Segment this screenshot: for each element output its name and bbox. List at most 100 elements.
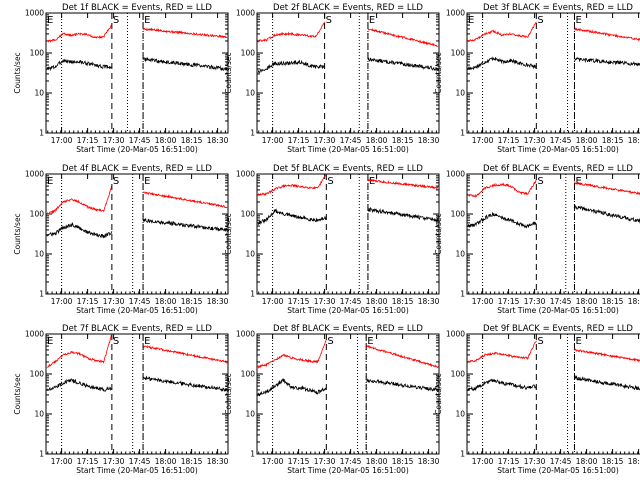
x-tick-label: 18:15 (392, 136, 414, 145)
y-tick-label: 100 (451, 370, 466, 379)
marker-label-s: S (326, 15, 332, 26)
x-tick-label: 18:00 (366, 457, 388, 466)
x-tick-label: 18:30 (628, 297, 640, 306)
marker-label-s: S (327, 336, 333, 347)
y-tick-label: 1000 (446, 330, 465, 339)
lld-series-line (257, 339, 327, 369)
x-tick-label: 17:15 (77, 457, 99, 466)
y-tick-label: 1 (250, 290, 255, 299)
y-tick-label: 10 (455, 89, 465, 98)
marker-label-e: E (144, 336, 150, 347)
lld-series-line (467, 340, 537, 363)
marker-label-e: E (144, 15, 150, 26)
x-tick-label: 17:45 (550, 297, 572, 306)
events-series-line (367, 57, 439, 72)
x-tick-label: 17:00 (51, 297, 73, 306)
x-tick-label: 18:30 (207, 457, 229, 466)
marker-label-s: S (537, 336, 543, 347)
plot-frame (466, 333, 640, 455)
panel-1: Det 1f BLACK = Events, RED = LLD 1 10 100 10… (13, 3, 229, 154)
x-tick-label: 17:00 (472, 457, 494, 466)
panel-title: Det 1f BLACK = Events, RED = LLD (62, 3, 212, 13)
x-tick-label: 17:15 (288, 136, 310, 145)
marker-label-e: E (369, 15, 375, 26)
x-tick-label: 18:30 (418, 297, 440, 306)
x-tick-label: 18:00 (576, 136, 598, 145)
y-axis-label: Counts/sec (13, 52, 22, 93)
events-series-line (467, 211, 537, 229)
x-tick-label: 17:30 (524, 297, 546, 306)
y-tick-label: 100 (241, 370, 256, 379)
x-tick-label: 18:15 (181, 457, 203, 466)
marker-label-e: E (144, 176, 150, 187)
x-tick-label: 17:00 (51, 457, 73, 466)
marker-label-e: E (47, 15, 53, 26)
marker-label-s: S (113, 15, 119, 26)
lld-series-line (365, 344, 439, 368)
y-tick-label: 100 (30, 370, 45, 379)
y-tick-label: 1000 (236, 330, 255, 339)
x-tick-label: 17:15 (288, 297, 310, 306)
y-tick-label: 10 (455, 250, 465, 259)
x-tick-label: 18:15 (181, 297, 203, 306)
x-axis-label: Start Time (20-Mar-05 16:51:00) (497, 466, 619, 475)
x-tick-label: 17:30 (103, 297, 125, 306)
x-tick-label: 18:30 (418, 136, 440, 145)
events-series-line (142, 375, 228, 392)
plot-frame (466, 12, 640, 134)
x-tick-label: 17:30 (524, 136, 546, 145)
plot-frame (256, 333, 440, 455)
panel-title: Det 2f BLACK = Events, RED = LLD (273, 3, 423, 13)
lld-series-line (142, 345, 228, 364)
panel-3: Det 3f BLACK = Events, RED = LLD 1 10 100 10… (434, 3, 640, 154)
events-series-line (46, 221, 113, 239)
panel-title: Det 3f BLACK = Events, RED = LLD (483, 3, 633, 13)
x-tick-label: 18:15 (602, 297, 624, 306)
x-tick-label: 17:30 (314, 297, 336, 306)
marker-label-e: E (369, 176, 375, 187)
marker-label-s: S (537, 15, 543, 26)
plot-frame (256, 173, 440, 295)
y-tick-label: 1 (39, 450, 44, 459)
x-tick-label: 17:30 (314, 457, 336, 466)
marker-label-s: S (113, 176, 119, 187)
marker-label-s: S (537, 176, 543, 187)
x-tick-label: 17:00 (262, 457, 284, 466)
x-tick-label: 17:00 (262, 297, 284, 306)
x-tick-label: 17:15 (288, 457, 310, 466)
y-tick-label: 100 (241, 49, 256, 58)
x-tick-label: 18:00 (576, 297, 598, 306)
x-tick-label: 17:00 (472, 136, 494, 145)
y-axis-label: Counts/sec (13, 213, 22, 254)
y-tick-label: 1 (250, 450, 255, 459)
x-tick-label: 17:45 (340, 136, 362, 145)
x-tick-label: 18:00 (366, 136, 388, 145)
x-tick-label: 17:15 (498, 136, 520, 145)
events-series-line (142, 56, 228, 71)
y-tick-label: 1000 (25, 330, 44, 339)
y-tick-label: 1 (460, 450, 465, 459)
x-tick-label: 18:30 (628, 136, 640, 145)
x-tick-label: 18:00 (366, 297, 388, 306)
x-tick-label: 17:15 (77, 297, 99, 306)
panel-7: Det 7f BLACK = Events, RED = LLD 1 10 100 10… (13, 324, 229, 475)
panel-8: Det 8f BLACK = Events, RED = LLD 1 10 100 10… (224, 324, 440, 475)
events-series-line (46, 378, 113, 392)
x-axis-label: Start Time (20-Mar-05 16:51:00) (287, 145, 409, 154)
panel-9: Det 9f BLACK = Events, RED = LLD 1 10 100 10… (434, 324, 640, 475)
x-tick-label: 18:00 (576, 457, 598, 466)
lld-series-line (46, 333, 113, 368)
events-series-line (574, 57, 640, 67)
x-tick-label: 18:00 (155, 297, 177, 306)
y-axis-label: Counts/sec (224, 52, 233, 93)
marker-label-e: E (367, 336, 373, 347)
y-axis-label: Counts/sec (434, 373, 443, 414)
x-tick-label: 18:30 (207, 297, 229, 306)
y-tick-label: 1000 (446, 170, 465, 179)
marker-label-e: E (575, 336, 581, 347)
x-tick-label: 18:15 (602, 136, 624, 145)
marker-label-s: S (113, 336, 119, 347)
panel-5: Det 5f BLACK = Events, RED = LLD 1 10 100 10… (224, 164, 440, 315)
